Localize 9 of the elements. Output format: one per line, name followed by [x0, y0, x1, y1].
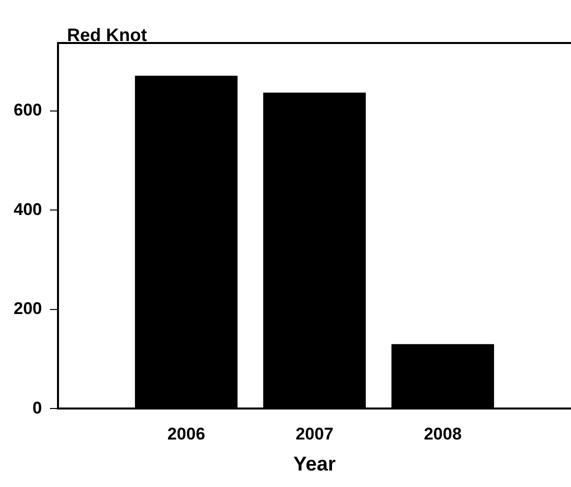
y-tick-label: 600	[14, 100, 42, 120]
y-tick-label: 400	[14, 200, 42, 219]
x-tick-label: 2007	[296, 424, 334, 444]
y-tick-label: 0	[32, 398, 42, 418]
x-axis-title: Year	[293, 454, 336, 476]
x-tick-label: 2006	[167, 424, 206, 444]
y-tick-label: 200	[14, 299, 42, 318]
x-tick-label: 2008	[424, 424, 462, 444]
chart-title: Red Knot	[67, 25, 147, 45]
